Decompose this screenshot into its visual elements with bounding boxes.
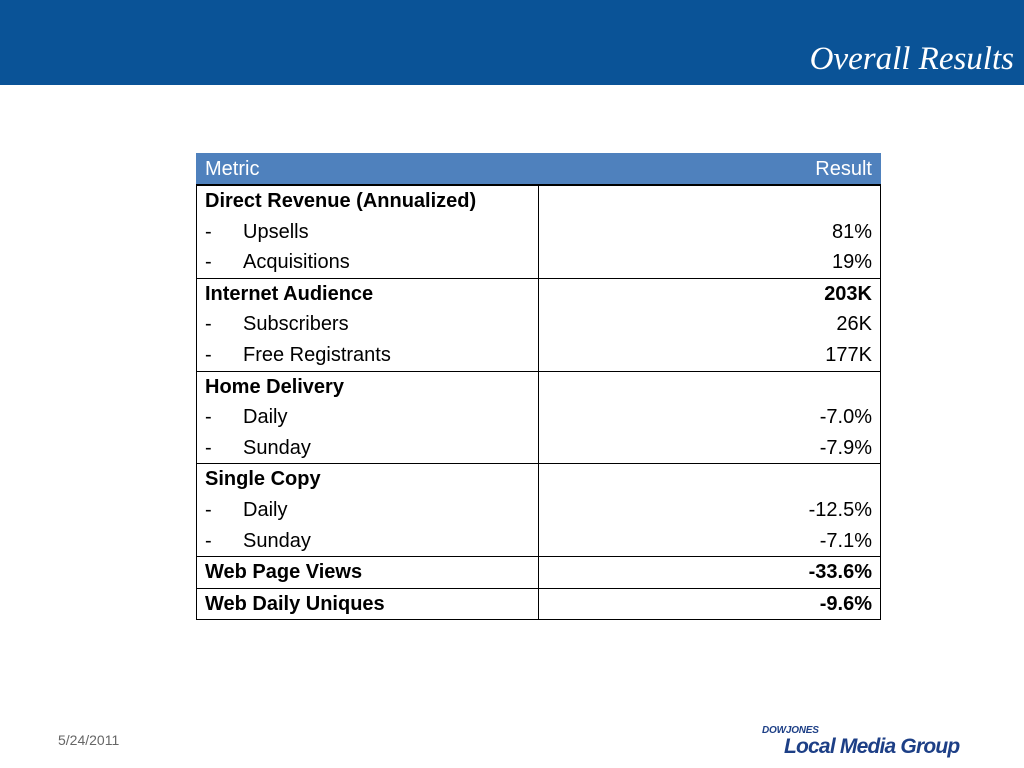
logo-brand-main: Local Media Group bbox=[784, 735, 960, 758]
metric-cell: Direct Revenue (Annualized) - Upsells - Acqu… bbox=[196, 184, 539, 279]
slide-title: Overall Results bbox=[809, 41, 1014, 77]
metric-sub-value: -7.0% bbox=[819, 406, 872, 429]
result-column-header: Result bbox=[538, 153, 881, 186]
metric-sub-label: Sunday bbox=[243, 529, 311, 552]
metric-cell: Internet Audience - Subscribers - Free Regis… bbox=[196, 277, 539, 372]
result-cell: -7.0% -7.9% bbox=[538, 370, 881, 465]
metric-sub-value: 19% bbox=[831, 251, 872, 274]
metric-sub-label: Free Registrants bbox=[243, 343, 391, 366]
table-row: Home Delivery - Daily - Sunday -7.0% -7.9% bbox=[196, 370, 881, 465]
metric-sub-item: - Daily bbox=[205, 402, 530, 433]
logo-brand-small: DOWJONES bbox=[762, 725, 819, 736]
bullet-dash: - bbox=[205, 406, 212, 429]
metric-sub-value: 81% bbox=[831, 220, 872, 243]
bullet-dash: - bbox=[205, 313, 212, 336]
metric-sub-item: - Daily bbox=[205, 495, 530, 526]
metric-group-label: Web Page Views bbox=[205, 561, 363, 584]
metric-sub-value: -7.9% bbox=[819, 436, 872, 459]
metric-group-label: Web Daily Uniques bbox=[205, 592, 385, 615]
metric-sub-value: 26K bbox=[836, 313, 872, 336]
header-bar: Overall Results bbox=[0, 0, 1024, 85]
result-cell: 203K 26K 177K bbox=[538, 277, 881, 372]
metric-group-label: Home Delivery bbox=[205, 375, 344, 398]
metric-sub-item: - Subscribers bbox=[205, 309, 530, 340]
metric-sub-item: - Sunday bbox=[205, 433, 530, 464]
metric-column-header: Metric bbox=[196, 153, 539, 186]
metric-sub-item: - Acquisitions bbox=[205, 247, 530, 278]
metric-sub-item: - Upsells bbox=[205, 217, 530, 248]
metric-cell: Web Page Views bbox=[196, 556, 539, 589]
metric-sub-value: 177K bbox=[825, 343, 872, 366]
bullet-dash: - bbox=[205, 220, 212, 243]
results-table: Metric Result Direct Revenue (Annualized… bbox=[196, 153, 881, 621]
metric-group-value: 203K bbox=[824, 282, 872, 305]
metric-sub-item: - Sunday bbox=[205, 526, 530, 557]
metric-sub-value: -7.1% bbox=[819, 529, 872, 552]
metric-group-value: -9.6% bbox=[819, 592, 872, 615]
metric-group-label: Internet Audience bbox=[205, 282, 374, 305]
metric-group-value bbox=[547, 186, 872, 217]
table-row: Web Daily Uniques -9.6% bbox=[196, 587, 881, 621]
metric-sub-label: Daily bbox=[243, 498, 288, 521]
table-row: Direct Revenue (Annualized) - Upsells - Acqu… bbox=[196, 184, 881, 279]
bullet-dash: - bbox=[205, 529, 212, 552]
metric-sub-label: Sunday bbox=[243, 436, 311, 459]
metric-cell: Web Daily Uniques bbox=[196, 587, 539, 621]
metric-group-value bbox=[547, 464, 872, 495]
metric-cell: Single Copy - Daily - Sunday bbox=[196, 463, 539, 558]
metric-group-label: Single Copy bbox=[205, 468, 321, 491]
table-row: Single Copy - Daily - Sunday -12.5% -7.1% bbox=[196, 463, 881, 558]
metric-sub-label: Acquisitions bbox=[243, 251, 350, 274]
table-row: Web Page Views -33.6% bbox=[196, 556, 881, 589]
table-body: Direct Revenue (Annualized) - Upsells - Acqu… bbox=[196, 184, 881, 621]
table-row: Internet Audience - Subscribers - Free Regis… bbox=[196, 277, 881, 372]
metric-sub-label: Subscribers bbox=[243, 313, 349, 336]
metric-cell: Home Delivery - Daily - Sunday bbox=[196, 370, 539, 465]
slide-date: 5/24/2011 bbox=[58, 732, 120, 748]
metric-group-label: Direct Revenue (Annualized) bbox=[205, 190, 477, 212]
result-cell: -9.6% bbox=[538, 587, 881, 621]
bullet-dash: - bbox=[205, 251, 212, 274]
result-cell: -33.6% bbox=[538, 556, 881, 589]
result-cell: 81% 19% bbox=[538, 184, 881, 279]
company-logo: DOWJONES Local Media Group bbox=[760, 722, 975, 762]
metric-sub-label: Upsells bbox=[243, 220, 309, 243]
metric-sub-value: -12.5% bbox=[808, 498, 872, 521]
bullet-dash: - bbox=[205, 436, 212, 459]
result-cell: -12.5% -7.1% bbox=[538, 463, 881, 558]
metric-group-value bbox=[547, 372, 872, 403]
metric-group-value: -33.6% bbox=[808, 561, 872, 584]
bullet-dash: - bbox=[205, 343, 212, 366]
table-header-row: Metric Result bbox=[196, 153, 881, 186]
metric-sub-item: - Free Registrants bbox=[205, 340, 530, 371]
bullet-dash: - bbox=[205, 498, 212, 521]
metric-sub-label: Daily bbox=[243, 406, 288, 429]
